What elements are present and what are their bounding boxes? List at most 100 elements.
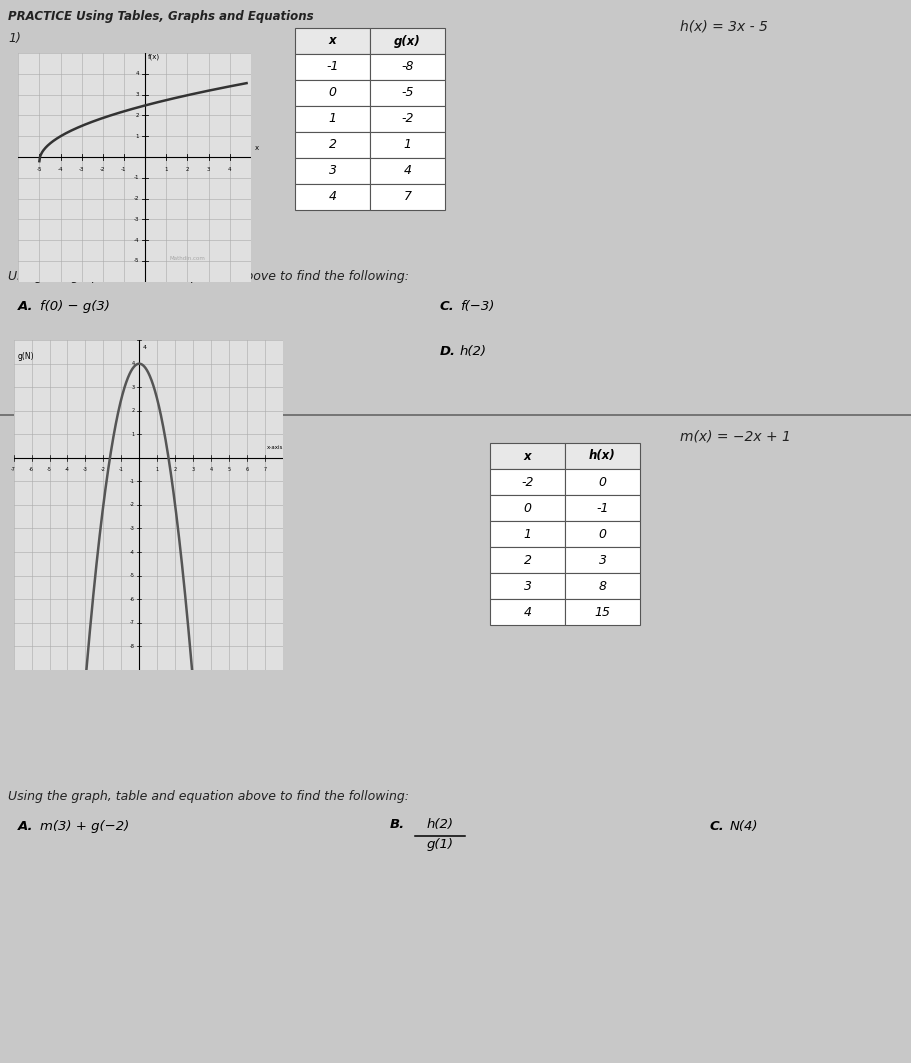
Text: 3: 3 xyxy=(191,468,194,472)
Text: 6: 6 xyxy=(245,468,248,472)
FancyBboxPatch shape xyxy=(294,184,370,210)
Text: -3: -3 xyxy=(79,168,85,172)
Text: -6: -6 xyxy=(29,468,34,472)
Text: x: x xyxy=(328,34,336,48)
Text: -6: -6 xyxy=(129,596,135,602)
Text: A.: A. xyxy=(18,820,34,833)
FancyBboxPatch shape xyxy=(370,54,445,80)
Text: m(x) = −2x + 1: m(x) = −2x + 1 xyxy=(680,431,790,444)
Text: -2: -2 xyxy=(100,168,106,172)
Text: Using the graph, table and equation above to find the following:: Using the graph, table and equation abov… xyxy=(8,270,408,283)
Text: -5: -5 xyxy=(47,468,52,472)
Text: 3: 3 xyxy=(523,579,531,592)
Text: -1: -1 xyxy=(118,468,124,472)
FancyBboxPatch shape xyxy=(489,443,565,469)
Text: 0: 0 xyxy=(523,502,531,514)
FancyBboxPatch shape xyxy=(294,28,370,54)
FancyBboxPatch shape xyxy=(370,28,445,54)
Text: -4: -4 xyxy=(65,468,70,472)
FancyBboxPatch shape xyxy=(370,132,445,158)
Text: h(2): h(2) xyxy=(426,819,453,831)
FancyBboxPatch shape xyxy=(565,573,640,598)
Text: -3: -3 xyxy=(83,468,87,472)
Text: PRACTICE Using Tables, Graphs and Equations: PRACTICE Using Tables, Graphs and Equati… xyxy=(8,10,313,23)
Text: B.: B. xyxy=(18,345,33,358)
Text: 15: 15 xyxy=(594,606,609,619)
Text: A.: A. xyxy=(18,300,34,313)
Text: g(1): g(1) xyxy=(426,838,453,851)
Text: g(x): g(x) xyxy=(394,34,420,48)
FancyBboxPatch shape xyxy=(565,598,640,625)
Text: 1: 1 xyxy=(328,113,336,125)
Text: 4: 4 xyxy=(228,168,231,172)
Text: 7: 7 xyxy=(263,468,266,472)
FancyBboxPatch shape xyxy=(489,547,565,573)
Text: 1: 1 xyxy=(156,468,159,472)
FancyBboxPatch shape xyxy=(565,443,640,469)
Text: 2: 2 xyxy=(523,554,531,567)
FancyBboxPatch shape xyxy=(489,521,565,547)
Text: 1): 1) xyxy=(8,32,21,45)
Text: -2: -2 xyxy=(129,503,135,507)
Text: -1: -1 xyxy=(596,502,608,514)
Text: -4: -4 xyxy=(133,238,138,242)
FancyBboxPatch shape xyxy=(565,547,640,573)
FancyBboxPatch shape xyxy=(294,132,370,158)
Text: 3: 3 xyxy=(328,165,336,178)
FancyBboxPatch shape xyxy=(294,158,370,184)
Text: f(x): f(x) xyxy=(148,53,160,60)
FancyBboxPatch shape xyxy=(370,80,445,106)
Text: -1: -1 xyxy=(121,168,127,172)
Text: -4: -4 xyxy=(57,168,63,172)
Text: 3: 3 xyxy=(135,92,138,97)
FancyBboxPatch shape xyxy=(489,495,565,521)
Text: 1: 1 xyxy=(164,168,168,172)
Text: 4: 4 xyxy=(135,71,138,77)
Text: -3: -3 xyxy=(133,217,138,222)
Text: m(3) + g(−2): m(3) + g(−2) xyxy=(40,820,129,833)
Text: f(−3): f(−3) xyxy=(459,300,494,313)
Text: -4: -4 xyxy=(129,550,135,555)
Text: 3: 3 xyxy=(598,554,606,567)
FancyBboxPatch shape xyxy=(489,573,565,598)
FancyBboxPatch shape xyxy=(294,80,370,106)
Text: 4: 4 xyxy=(523,606,531,619)
Text: -1: -1 xyxy=(133,175,138,181)
Text: 2: 2 xyxy=(131,408,135,414)
Text: -3: -3 xyxy=(129,526,135,530)
Text: -5: -5 xyxy=(133,258,138,264)
Text: 0: 0 xyxy=(328,86,336,100)
Text: -8: -8 xyxy=(401,61,414,73)
Text: Using the graph, table and equation above to find the following:: Using the graph, table and equation abov… xyxy=(8,790,408,803)
Text: 8: 8 xyxy=(598,579,606,592)
Text: B.: B. xyxy=(390,819,404,831)
Text: x: x xyxy=(255,145,259,151)
Text: 4: 4 xyxy=(210,468,212,472)
FancyBboxPatch shape xyxy=(370,184,445,210)
Text: 4: 4 xyxy=(143,344,147,350)
Text: 0: 0 xyxy=(598,475,606,489)
Text: -1: -1 xyxy=(326,61,338,73)
FancyBboxPatch shape xyxy=(294,54,370,80)
Text: -5: -5 xyxy=(401,86,414,100)
Text: (h · f)(−4): (h · f)(−4) xyxy=(40,345,106,358)
FancyBboxPatch shape xyxy=(294,106,370,132)
Text: 4: 4 xyxy=(403,165,411,178)
FancyBboxPatch shape xyxy=(565,521,640,547)
Text: 0: 0 xyxy=(598,527,606,540)
Text: 2: 2 xyxy=(186,168,189,172)
Text: 2: 2 xyxy=(328,138,336,152)
Text: x: x xyxy=(523,450,531,462)
Text: C.: C. xyxy=(439,300,455,313)
FancyBboxPatch shape xyxy=(370,106,445,132)
Text: 4: 4 xyxy=(131,361,135,366)
Text: h(2): h(2) xyxy=(459,345,486,358)
FancyBboxPatch shape xyxy=(565,469,640,495)
Text: -8: -8 xyxy=(129,644,135,648)
Text: N(4): N(4) xyxy=(729,820,758,833)
Text: 1: 1 xyxy=(131,432,135,437)
Text: -1: -1 xyxy=(129,479,135,484)
Text: -5: -5 xyxy=(36,168,42,172)
Text: g(N): g(N) xyxy=(17,352,34,361)
FancyBboxPatch shape xyxy=(565,495,640,521)
